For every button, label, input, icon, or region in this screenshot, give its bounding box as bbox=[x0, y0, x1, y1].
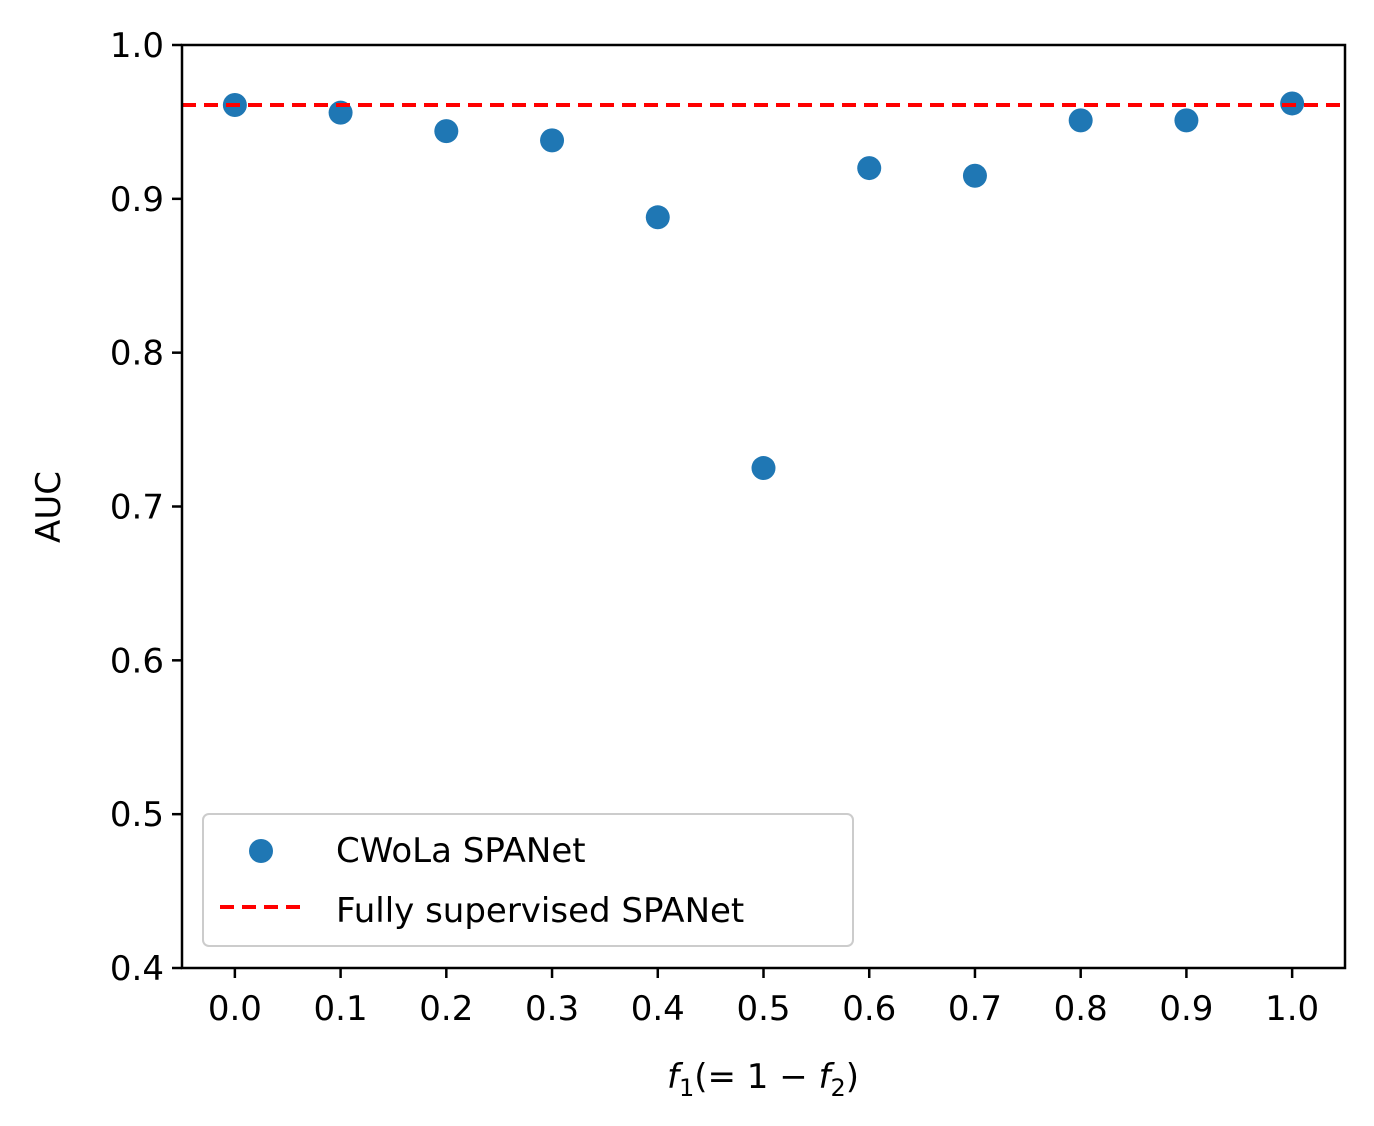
data-point bbox=[857, 156, 882, 181]
plot-area bbox=[182, 91, 1345, 481]
data-point bbox=[1068, 108, 1093, 133]
data-point bbox=[540, 128, 565, 153]
x-tick-label: 0.2 bbox=[419, 989, 473, 1029]
x-tick-label: 0.4 bbox=[631, 989, 685, 1029]
y-tick-label: 0.5 bbox=[110, 795, 164, 835]
x-tick-label: 0.9 bbox=[1159, 989, 1213, 1029]
y-tick-label: 0.8 bbox=[110, 334, 164, 374]
data-point bbox=[434, 119, 459, 144]
legend-label-cwola: CWoLa SPANet bbox=[336, 831, 586, 871]
data-point bbox=[645, 205, 670, 230]
y-tick-label: 0.7 bbox=[110, 488, 164, 528]
x-tick-label: 0.8 bbox=[1054, 989, 1108, 1029]
x-axis: 0.0 0.1 0.2 0.3 0.4 0.5 0.6 0.7 0.8 0.9 1.0 bbox=[208, 968, 1319, 1029]
x-tick-label: 0.1 bbox=[314, 989, 368, 1029]
x-tick-label: 0.3 bbox=[525, 989, 579, 1029]
x-tick-label: 0.6 bbox=[842, 989, 896, 1029]
x-axis-label: f1(= 1 − f2) bbox=[667, 1057, 859, 1102]
x-tick-label: 0.5 bbox=[736, 989, 790, 1029]
x-tick-label: 0.7 bbox=[948, 989, 1002, 1029]
legend: CWoLa SPANet Fully supervised SPANet bbox=[202, 813, 854, 947]
y-tick-label: 1.0 bbox=[110, 26, 164, 66]
x-tick-label: 1.0 bbox=[1265, 989, 1319, 1029]
legend-label-supervised: Fully supervised SPANet bbox=[336, 891, 744, 931]
y-axis: 0.4 0.5 0.6 0.7 0.8 0.9 1.0 bbox=[110, 26, 182, 989]
y-tick-label: 0.9 bbox=[110, 180, 164, 220]
legend-marker-cwola bbox=[249, 839, 273, 863]
data-point bbox=[751, 456, 776, 481]
y-axis-label: AUC bbox=[29, 471, 69, 543]
data-point bbox=[962, 163, 987, 188]
legend-frame bbox=[202, 813, 854, 947]
data-point bbox=[1174, 108, 1199, 133]
y-tick-label: 0.4 bbox=[110, 949, 164, 989]
x-tick-label: 0.0 bbox=[208, 989, 262, 1029]
y-tick-label: 0.6 bbox=[110, 641, 164, 681]
